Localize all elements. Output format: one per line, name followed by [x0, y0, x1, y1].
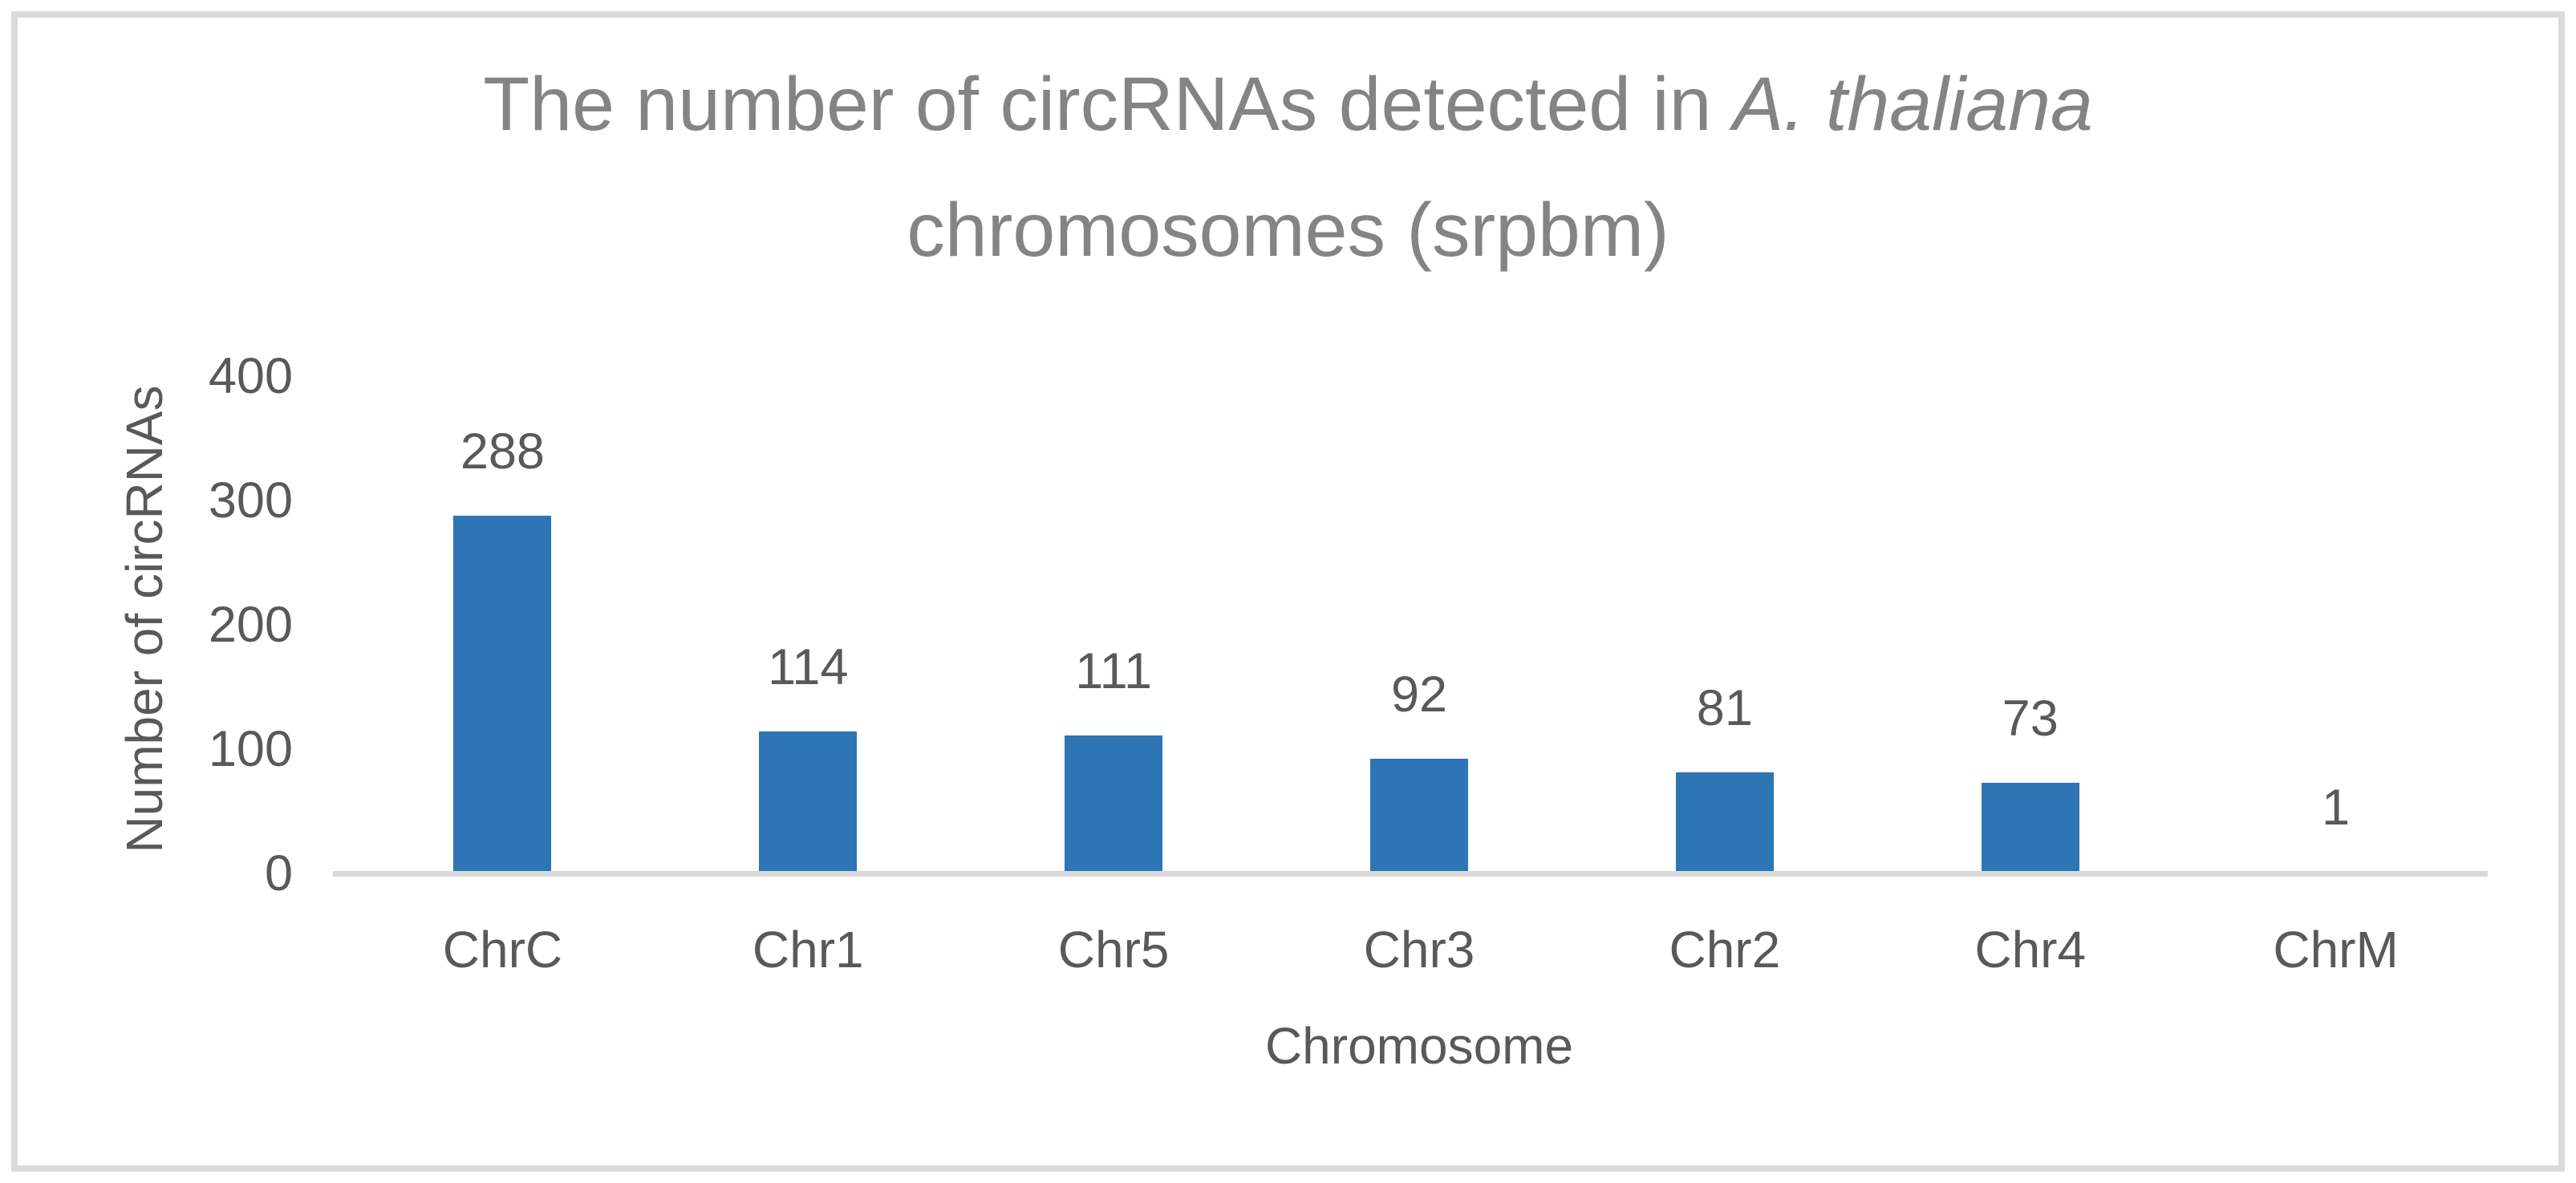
chart-title-line1-regular: The number of circRNAs detected in — [483, 62, 1733, 147]
bar-Chr4 — [1981, 783, 2079, 873]
y-tick-label-100: 100 — [208, 721, 293, 777]
chart-border-frame — [11, 11, 2565, 1172]
bar-value-label-Chr2: 81 — [1696, 680, 1753, 736]
x-category-label-Chr2: Chr2 — [1669, 921, 1781, 978]
chart-title-line2: chromosomes (srpbm) — [907, 188, 1669, 273]
chart-title-line1: The number of circRNAs detected in A. th… — [0, 42, 2576, 168]
bar-value-label-ChrC: 288 — [460, 423, 545, 480]
x-category-label-Chr1: Chr1 — [752, 921, 864, 978]
chart-title-line1-italic: A. thaliana — [1732, 62, 2093, 147]
bar-Chr5 — [1065, 735, 1163, 873]
y-tick-label-400: 400 — [208, 348, 293, 404]
bar-value-label-Chr5: 111 — [1075, 643, 1153, 699]
bar-ChrC — [453, 516, 552, 873]
bar-Chr1 — [759, 731, 858, 873]
x-axis-title: Chromosome — [1264, 1017, 1574, 1075]
y-tick-label-300: 300 — [208, 472, 293, 529]
bar-value-label-ChrM: 1 — [2322, 780, 2351, 836]
bar-Chr2 — [1675, 772, 1774, 873]
x-category-label-Chr4: Chr4 — [1974, 921, 2087, 978]
bar-Chr3 — [1370, 759, 1468, 873]
x-axis-line — [333, 871, 2488, 877]
x-category-label-ChrC: ChrC — [442, 921, 563, 978]
y-tick-label-0: 0 — [264, 845, 293, 901]
x-category-label-ChrM: ChrM — [2273, 921, 2399, 978]
x-category-label-Chr3: Chr3 — [1363, 921, 1475, 978]
y-tick-label-200: 200 — [208, 597, 293, 653]
bar-value-label-Chr1: 114 — [768, 639, 849, 695]
bar-value-label-Chr3: 92 — [1390, 666, 1448, 723]
x-category-label-Chr5: Chr5 — [1057, 921, 1170, 978]
bar-value-label-Chr4: 73 — [2002, 691, 2059, 747]
chart-title: The number of circRNAs detected in A. th… — [0, 42, 2576, 294]
